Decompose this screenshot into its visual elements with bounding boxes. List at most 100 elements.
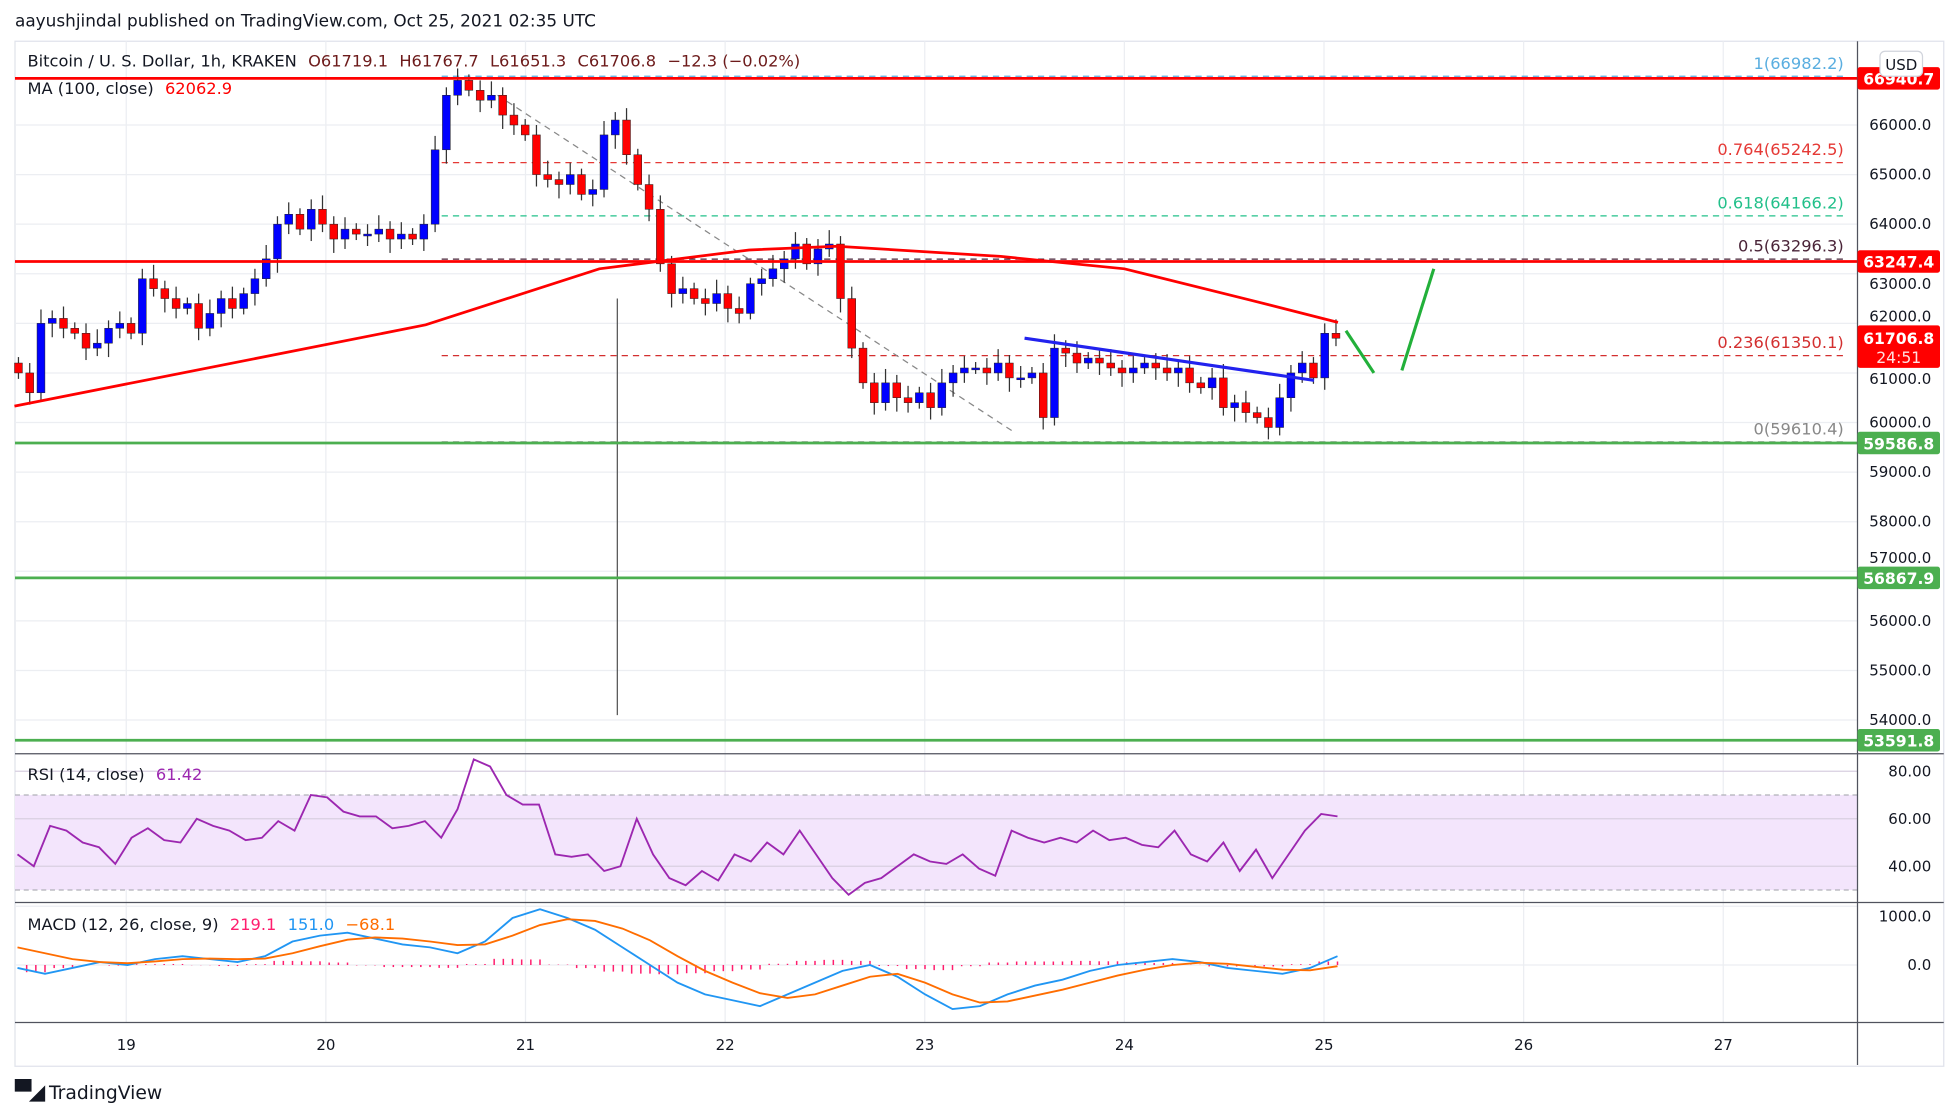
candle-body xyxy=(228,298,237,309)
candle-body xyxy=(374,228,383,235)
rsi-legend: RSI (14, close) 61.42 xyxy=(28,766,203,786)
candle-body xyxy=(1174,367,1183,374)
candle-body xyxy=(960,367,969,374)
price-level-tag-text: 56867.9 xyxy=(1863,570,1934,588)
candle-body xyxy=(1286,372,1296,398)
candle-body xyxy=(1140,362,1149,369)
axes: 19 20 21 22 23 24 25 26 27 66000.0 65000.0 64000.0 6… xyxy=(15,41,1944,1065)
x-tick-label: 22 xyxy=(716,1036,735,1054)
candle-body xyxy=(509,114,519,126)
ohlc-open: O61719.1 xyxy=(308,52,389,72)
price-level-tag-text: 63247.4 xyxy=(1863,254,1934,272)
candle-body xyxy=(1264,417,1273,428)
fib-level-label: 1(66982.2) xyxy=(1754,54,1844,73)
macd-value: 151.0 xyxy=(287,916,335,935)
candle-body xyxy=(982,367,992,374)
candle-body xyxy=(1027,372,1037,379)
candle-body xyxy=(611,119,620,136)
fib-level-label: 0.618(64166.2) xyxy=(1717,193,1843,212)
candle-body xyxy=(1241,402,1251,413)
candle-body xyxy=(1084,357,1093,364)
candle-body xyxy=(262,258,271,279)
y-tick-label: 54000.0 xyxy=(1869,711,1931,729)
candle-body xyxy=(915,392,924,403)
currency-label: USD xyxy=(1885,56,1917,74)
candle-body xyxy=(892,382,901,398)
candle-body xyxy=(1207,377,1217,389)
candle-body xyxy=(701,298,710,304)
candle-body xyxy=(126,323,136,334)
candle-body xyxy=(104,328,113,344)
candle-body xyxy=(566,174,575,185)
candle-body xyxy=(813,248,823,265)
candle-body xyxy=(408,233,417,240)
candle-body xyxy=(138,278,147,334)
candle-body xyxy=(318,209,327,225)
y-tick-label: 64000.0 xyxy=(1869,215,1931,233)
y-tick-label: 59000.0 xyxy=(1869,463,1931,481)
fib-level-label: 0.5(63296.3) xyxy=(1738,237,1844,256)
candle-body xyxy=(419,223,429,240)
diagonal-trendline xyxy=(497,94,1015,433)
candle-body xyxy=(1196,382,1206,389)
candle-body xyxy=(1331,333,1341,339)
x-tick-label: 25 xyxy=(1314,1036,1333,1054)
candle-body xyxy=(93,342,102,349)
candle-body xyxy=(160,288,170,299)
rsi-tick-label: 60.00 xyxy=(1888,810,1931,828)
candle-body xyxy=(734,308,744,314)
macd-tick-label: 1000.0 xyxy=(1879,907,1932,925)
y-tick-label: 58000.0 xyxy=(1869,513,1931,531)
rsi-tick-label: 80.00 xyxy=(1888,762,1931,780)
price-level-tag xyxy=(1857,250,1940,273)
candle-body xyxy=(352,228,361,235)
price-level-tag xyxy=(1857,431,1940,455)
macd-pane[interactable] xyxy=(15,905,1858,1011)
candle-body xyxy=(1219,377,1228,408)
candle-body xyxy=(903,397,913,403)
currency-button[interactable]: USD xyxy=(1879,50,1924,77)
candle-body xyxy=(858,347,868,384)
candle-body xyxy=(712,293,721,304)
y-tick-label: 55000.0 xyxy=(1869,661,1931,679)
macd-tick-label: 0.0 xyxy=(1907,956,1931,974)
candle-body xyxy=(70,328,79,334)
candle-body xyxy=(442,94,451,151)
candle-body xyxy=(273,223,282,260)
candle-body xyxy=(205,313,215,329)
ma-value: 62062.9 xyxy=(164,80,233,99)
x-tick-label: 27 xyxy=(1714,1036,1733,1054)
ma-line xyxy=(14,244,1339,408)
last-price-tag xyxy=(1857,325,1940,368)
candle-body xyxy=(870,382,879,403)
price-pane[interactable]: 1(66982.2) 0.764(65242.5) 0.618(64166.2) 0.… xyxy=(14,54,1858,742)
candle-body xyxy=(678,288,688,294)
macd-legend: MACD (12, 26, close, 9) 219.1 151.0 −68.… xyxy=(28,916,396,936)
price-level-tag xyxy=(1857,729,1940,752)
fib-level-label: 0.764(65242.5) xyxy=(1717,140,1843,159)
fib-level-label: 0.236(61350.1) xyxy=(1717,333,1843,352)
price-level-tag xyxy=(1857,566,1940,590)
rsi-label: RSI (14, close) xyxy=(27,766,145,785)
rsi-value: 61.42 xyxy=(155,766,203,785)
candle-body xyxy=(1185,367,1194,384)
rsi-pane[interactable] xyxy=(15,758,1858,896)
candle-body xyxy=(554,179,564,185)
candle-body xyxy=(171,298,181,309)
chart-frame xyxy=(14,40,1945,1067)
candle-body xyxy=(307,209,316,230)
candle-body xyxy=(1252,412,1262,418)
ohlc-high: H61767.7 xyxy=(399,52,479,72)
candle-body xyxy=(622,119,631,156)
y-tick-label: 66000.0 xyxy=(1869,116,1931,134)
candle-body xyxy=(768,268,778,279)
candle-body xyxy=(59,318,68,329)
ohlc-low: L61651.3 xyxy=(490,52,567,72)
brand-name: TradingView xyxy=(48,1081,163,1104)
candle-body xyxy=(599,134,609,190)
tradingview-logo[interactable]: ▀◢ TradingView xyxy=(15,1080,162,1105)
candle-body xyxy=(723,293,733,309)
candle-body xyxy=(1072,352,1082,364)
